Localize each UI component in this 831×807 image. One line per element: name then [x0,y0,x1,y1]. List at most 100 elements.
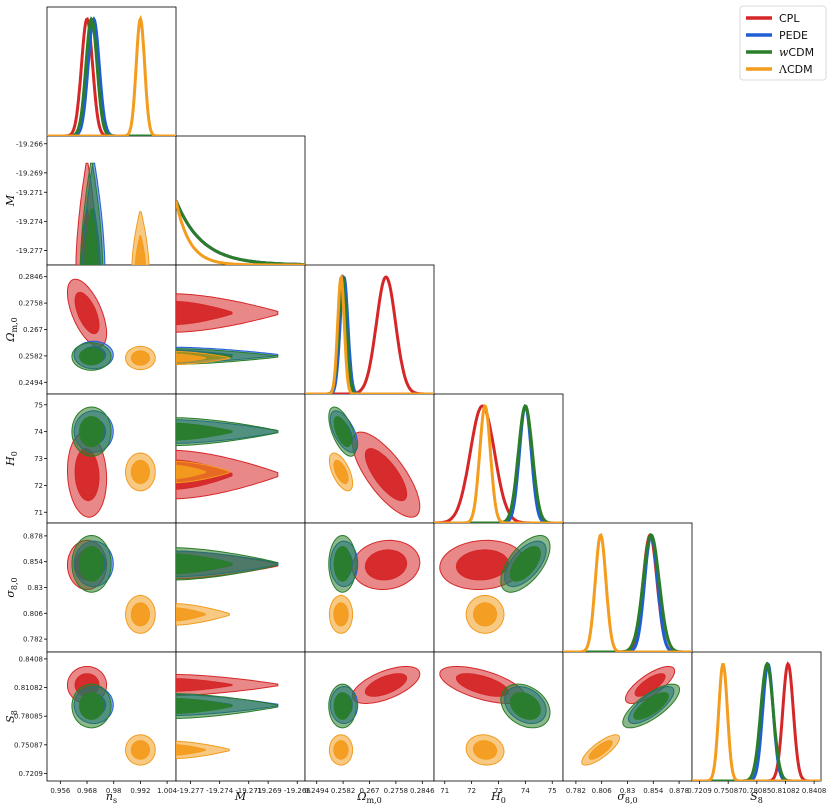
contour-wcdm-1sigma [333,416,352,448]
y-tick-label-Om: 0.2758 [19,300,44,308]
contours-M-vs-ns [75,162,150,265]
contour-λcdm-1sigma [333,740,349,760]
legend-label-wcdm: wCDM [779,46,814,59]
y-tick-label-Om: 0.2582 [19,352,44,360]
y-axis-label-s8: σ8,0 [4,577,19,597]
x-tick-label-s8: 0.806 [592,787,613,795]
contours-H0-vs-Om [328,406,421,518]
y-tick-label-Om: 0.2494 [19,379,44,387]
marginal-ns [47,14,176,136]
marginal-λcdm-ns [47,14,176,136]
x-tick-label-ns: 0.992 [130,787,150,795]
contour-λcdm-1sigma [333,602,349,627]
y-tick-label-M: -19.271 [16,189,43,197]
y-tick-label-s8: 0.806 [23,610,44,618]
contour-wcdm-1sigma [633,692,670,720]
y-tick-label-H0: 72 [34,482,43,490]
marginal-cpl-Om [305,275,434,394]
y-axis-label-M: M [4,194,17,207]
contour-λcdm-1sigma [588,740,613,760]
panel-s8-vs-s8 [562,522,693,653]
contour-λcdm-1sigma [130,602,150,627]
x-tick-label-S8: 0.75087 [714,787,743,795]
x-tick-label-s8: 0.83 [620,787,636,795]
contour-wcdm-1sigma [176,553,233,574]
y-tick-label-M: -19.269 [16,169,43,177]
x-axis-label-H0: H0 [490,790,506,805]
x-tick-label-ns: 0.98 [106,787,122,795]
y-tick-label-M: -19.274 [16,218,44,226]
contours-s8-vs-H0 [439,535,551,634]
contours-H0-vs-M [176,417,279,500]
y-tick-label-M: -19.266 [16,140,44,148]
marginal-λcdm-S8 [692,662,821,781]
y-tick-label-M: -19.277 [16,247,43,255]
contour-λcdm-1sigma [130,459,150,485]
x-tick-label-H0: 72 [467,787,476,795]
marginal-wcdm-s8 [563,533,692,652]
contour-λcdm-1sigma [472,602,498,627]
marginal-cpl-H0 [434,404,563,523]
x-tick-label-M: -19.269 [255,787,282,795]
panel-s8-vs-M [175,522,306,653]
y-tick-label-S8: 0.7209 [19,770,44,778]
x-tick-label-ns: 1.004 [157,787,178,795]
x-tick-label-Om: 0.2846 [410,787,435,795]
legend-frame [739,5,827,81]
y-tick-label-S8: 0.75087 [14,741,43,749]
y-tick-label-s8: 0.782 [23,636,43,644]
contours-s8-vs-Om [328,534,421,634]
x-tick-label-Om: 0.2758 [384,787,409,795]
contour-wcdm-1sigma [509,692,541,720]
contour-λcdm-1sigma [176,353,206,363]
legend-label-cpl: CPL [779,12,800,25]
contour-cpl-1sigma [364,448,408,502]
contour-wcdm-1sigma [176,422,233,441]
marginal-cpl-S8 [692,661,821,781]
y-axis-label-S8: S8 [4,710,19,723]
contours-S8-vs-H0 [439,666,551,766]
x-axis-label-S8: S8 [750,790,763,805]
marginal-S8 [692,661,821,781]
y-axis-label-Om: Ωm,0 [4,317,19,342]
x-tick-label-S8: 0.78085 [742,787,771,795]
y-tick-label-s8: 0.83 [27,584,43,592]
y-axis-label-H0: H0 [4,451,19,467]
contour-wcdm-1sigma [78,347,104,366]
contour-wcdm-1sigma [333,545,352,582]
marginal-wcdm-H0 [434,404,563,523]
contour-cpl-1sigma [364,549,408,581]
contour-wcdm-1sigma [84,208,99,265]
y-tick-label-H0: 73 [34,455,43,463]
marginal-Om [305,273,434,394]
y-tick-label-Om: 0.267 [23,326,43,334]
x-tick-label-H0: 75 [548,787,557,795]
contours-S8-vs-s8 [581,666,680,766]
contour-wcdm-1sigma [78,692,104,720]
marginal-s8 [563,532,692,652]
y-tick-label-S8: 0.78085 [14,713,43,721]
panel-S8-vs-ns [46,651,177,782]
marginal-pede-S8 [692,661,821,781]
y-tick-label-H0: 74 [34,428,43,436]
legend: CPL PEDE wCDM ΛCDM [739,5,827,81]
marginal-λcdm-M [176,200,305,265]
y-tick-label-H0: 75 [34,401,43,409]
panel-M-vs-M [175,135,306,266]
x-tick-label-s8: 0.854 [643,787,664,795]
x-tick-label-M: -19.271 [235,787,262,795]
x-tick-label-S8: 0.7209 [687,787,712,795]
contours-Om-vs-M [176,293,279,366]
x-axis-label-M: M [234,790,247,803]
x-tick-label-H0: 73 [494,787,503,795]
contour-cpl-1sigma [176,678,233,692]
x-tick-label-s8: 0.782 [566,787,586,795]
panel-M-vs-ns [46,135,177,266]
contour-cpl-1sigma [364,673,408,697]
x-tick-label-Om: 0.2494 [304,787,329,795]
contour-wcdm-1sigma [78,416,104,448]
x-tick-label-ns: 0.968 [77,787,97,795]
y-tick-label-S8: 0.81082 [14,684,43,692]
contours-S8-vs-M [176,674,279,759]
